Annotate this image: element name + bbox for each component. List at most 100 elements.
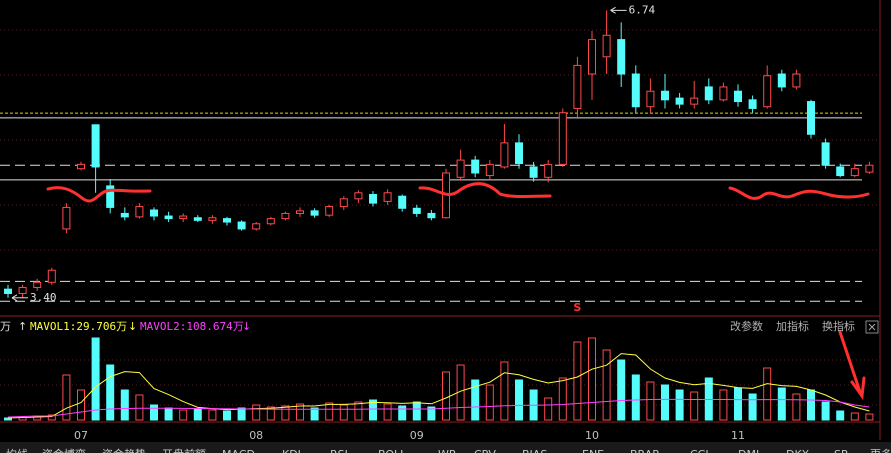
toolbar-button[interactable]: 改参数 [730, 319, 763, 333]
candle-body [836, 166, 845, 177]
annotation-arrowhead [11, 294, 18, 302]
volume-bar [252, 404, 261, 421]
volume-bar [325, 402, 334, 421]
candle-body [135, 206, 144, 218]
candle-body [646, 90, 655, 108]
volume-bar [310, 407, 319, 421]
candle-body [456, 159, 465, 178]
tab[interactable]: 资金博弈 [42, 447, 86, 453]
candle-body [807, 101, 815, 135]
tab[interactable]: SR [834, 448, 849, 453]
candle-body [821, 142, 830, 166]
volume-bar [4, 417, 12, 421]
candle-body [120, 212, 129, 218]
candle-body [427, 212, 436, 219]
candle-body [763, 75, 772, 108]
tab[interactable]: ENE [582, 448, 604, 453]
candle-body [515, 142, 523, 165]
volume-bar [339, 404, 348, 421]
tab[interactable]: RSI [330, 448, 348, 453]
candle-body [237, 221, 246, 230]
moving-average-line [7, 353, 870, 419]
candle-body [266, 218, 275, 225]
tab[interactable]: CPV [474, 448, 496, 453]
volume-bar [412, 401, 421, 421]
candle-body [77, 163, 85, 170]
tab[interactable]: 开盘前额 [162, 447, 206, 453]
candle-body [4, 288, 12, 294]
trend-arrow: ↑ [18, 320, 27, 333]
tab[interactable]: 均线 [6, 447, 28, 453]
candle-body [193, 217, 202, 221]
volume-bar [602, 349, 611, 421]
candle-body [602, 34, 611, 58]
volume-bar [427, 406, 436, 421]
candle-body [62, 206, 71, 230]
tab[interactable]: DKX [786, 448, 810, 453]
volume-bar [237, 407, 246, 421]
tab[interactable]: 资金趋势 [102, 447, 146, 453]
candle-body [354, 192, 363, 200]
hand-drawn-marks [46, 182, 870, 401]
tab[interactable]: BIAS [522, 448, 547, 453]
volume-bar [106, 364, 115, 421]
candle-body [412, 207, 421, 214]
candle-body [369, 194, 377, 204]
tab[interactable]: BRAR [630, 448, 660, 453]
candle-body [223, 218, 231, 223]
candle-body [500, 142, 509, 168]
tabs: 均线 资金博弈 资金趋势 开盘前额 MACD KDJ RSI BOLL WR CPV BIAS ENE… [6, 447, 891, 453]
candle-body [106, 185, 115, 208]
tab[interactable]: WR [438, 448, 457, 453]
x-tick-label: 07 [74, 429, 88, 442]
volume-bar [383, 403, 392, 421]
volume-bar [734, 387, 742, 421]
volume-bar [850, 412, 859, 421]
volume-bar [47, 414, 56, 421]
volume-bar [763, 367, 772, 421]
candle-body [675, 97, 684, 105]
tab[interactable]: KDJ [282, 448, 301, 453]
candle-body [588, 39, 596, 75]
volume-bar [661, 384, 669, 421]
volume-bar [748, 393, 757, 421]
toolbar-button[interactable]: 加指标 [776, 319, 809, 333]
volume-bar [208, 409, 217, 421]
x-tick-label: 08 [249, 429, 263, 442]
volume-bar [120, 389, 129, 421]
volume-bar [690, 391, 699, 421]
volume-bar [398, 405, 407, 421]
volume-unit: 万 [0, 320, 11, 333]
tab[interactable]: 更多 [870, 447, 891, 453]
candle-body [661, 90, 669, 101]
candle-body [281, 212, 290, 220]
candle-body [777, 73, 786, 88]
volume-bar [719, 389, 728, 421]
candle-body [325, 206, 334, 216]
volume-bar [281, 405, 290, 421]
tab[interactable]: MACD [222, 448, 255, 453]
volume-bar [558, 377, 567, 421]
candle-body [734, 90, 742, 103]
volume-bar [807, 389, 815, 421]
x-tick-label: 09 [410, 429, 424, 442]
volume-bar [836, 410, 845, 421]
close-button[interactable] [865, 320, 879, 334]
volume-bar [588, 337, 596, 421]
candle-body [690, 97, 699, 105]
tab[interactable]: BOLL [378, 448, 407, 453]
candle-body [850, 168, 859, 177]
x-tick-label: 11 [731, 429, 745, 442]
volume-bar [223, 410, 231, 421]
x-tick-label: 10 [585, 429, 599, 442]
volume-bar [500, 361, 509, 421]
volume-bar [675, 389, 684, 421]
volume-bar [296, 403, 304, 421]
tab[interactable]: CCI [690, 448, 709, 453]
tab[interactable]: DMI [738, 448, 759, 453]
volume-bar [485, 384, 494, 421]
toolbar-button[interactable]: 换指标 [822, 319, 855, 333]
volume-panel [4, 337, 874, 421]
price-grid [0, 29, 880, 406]
